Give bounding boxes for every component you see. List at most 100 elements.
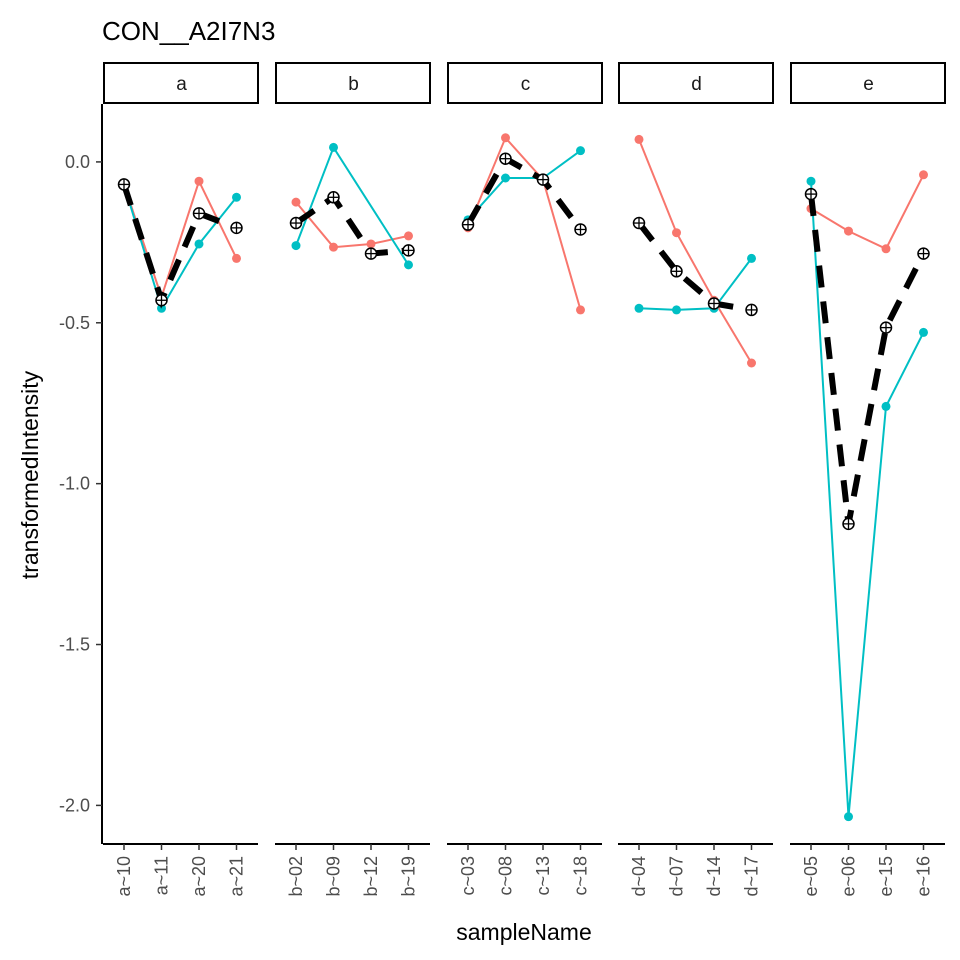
series-line-teal: [638, 257, 753, 311]
x-tick-label: a~20: [189, 856, 209, 897]
x-tick-label: e~06: [839, 856, 859, 897]
y-tick-label: -1.0: [59, 474, 90, 494]
chart-title: CON__A2I7N3: [102, 16, 275, 46]
summary-point: [707, 297, 721, 310]
y-tick-label: -0.5: [59, 313, 90, 333]
data-point-red: [844, 226, 853, 236]
data-point-red: [672, 228, 681, 238]
summary-point: [499, 152, 512, 165]
data-point-teal: [634, 303, 644, 313]
x-tick-label: c~08: [496, 856, 516, 896]
x-tick-label: d~17: [742, 856, 762, 897]
series-line-red: [638, 139, 753, 364]
summary-point: [155, 294, 168, 307]
summary-point: [230, 221, 243, 235]
summary-point: [632, 216, 646, 230]
x-tick-label: a~21: [227, 856, 247, 897]
x-tick-label: e~05: [801, 856, 821, 897]
data-point-teal: [844, 812, 853, 822]
summary-point: [461, 218, 475, 231]
facet-strip: [790, 62, 946, 104]
series-line-teal: [295, 145, 410, 266]
series-line-red: [810, 174, 925, 251]
y-tick-label: -2.0: [59, 795, 90, 815]
x-tick-label: d~14: [704, 856, 724, 897]
data-point-red: [329, 242, 338, 252]
facet-strip-label: a: [176, 74, 187, 95]
x-tick-label: b~02: [286, 856, 306, 897]
summary-point: [670, 265, 683, 278]
facet-strip-label: c: [521, 74, 531, 95]
summary-point: [117, 178, 131, 191]
data-point-teal: [672, 305, 681, 315]
x-tick-label: e~16: [914, 856, 934, 897]
summary-point: [879, 321, 893, 334]
facet-strip-label: e: [863, 74, 874, 95]
series-line-teal: [123, 184, 238, 311]
series-line-red: [467, 135, 582, 311]
facet-panels: 0.0 -0.5 -1.0 -1.5 -2.0 a a~10 a~11 a~20 a~21 b b~0…: [59, 62, 946, 897]
x-tick-label: e~15: [876, 856, 896, 897]
y-tick-label: -1.5: [59, 635, 90, 655]
summary-point: [289, 216, 303, 230]
summary-point: [536, 173, 550, 186]
x-tick-label: d~07: [667, 856, 687, 897]
data-point-teal: [881, 401, 891, 411]
data-point-red: [194, 176, 204, 186]
x-tick-label: a~10: [114, 856, 134, 897]
data-point-teal: [919, 327, 928, 337]
x-tick-label: b~19: [399, 856, 419, 897]
summary-point: [745, 303, 758, 317]
facet-strip: [618, 62, 774, 104]
series-line-red: [295, 201, 409, 249]
summary-line: [465, 154, 583, 232]
data-point-red: [919, 170, 928, 180]
facet-panel-e: e e~05 e~06 e~15 e~16: [790, 62, 946, 897]
data-point-teal: [576, 146, 585, 156]
data-point-red: [404, 231, 413, 241]
summary-point: [192, 207, 206, 220]
data-point-red: [232, 253, 241, 263]
facet-strip-label: b: [348, 74, 359, 95]
x-tick-label: c~13: [533, 856, 553, 896]
facet-strip-label: d: [691, 74, 702, 95]
facet-strip: [275, 62, 431, 104]
summary-point: [804, 187, 818, 201]
x-tick-label: c~03: [458, 856, 478, 896]
y-tick-label: 0.0: [65, 152, 90, 172]
facet-panel-d: d d~04 d~07 d~14 d~17: [618, 62, 774, 897]
data-point-teal: [329, 142, 338, 152]
facet-panel-a: a a~10 a~11 a~20 a~21: [103, 62, 259, 897]
data-point-teal: [501, 173, 510, 183]
summary-point: [402, 244, 415, 257]
x-tick-label: b~12: [361, 856, 381, 897]
summary-point: [327, 191, 340, 204]
x-tick-label: d~04: [629, 856, 649, 897]
summary-line: [808, 193, 927, 525]
data-point-red: [747, 358, 756, 368]
summary-point: [364, 247, 378, 260]
data-point-teal: [291, 241, 301, 251]
data-point-red: [366, 239, 376, 249]
data-point-teal: [747, 253, 756, 263]
data-point-red: [291, 197, 301, 207]
summary-point: [842, 517, 855, 531]
x-tick-label: a~11: [152, 856, 172, 895]
x-tick-label: c~18: [571, 856, 591, 896]
x-axis-title: sampleName: [456, 919, 592, 945]
facet-strip: [447, 62, 603, 104]
facet-strip: [103, 62, 259, 104]
series-line-teal: [467, 149, 582, 221]
data-point-teal: [404, 260, 413, 270]
data-point-red: [634, 134, 644, 144]
x-tick-label: b~09: [324, 856, 344, 897]
data-point-red: [501, 133, 510, 143]
data-point-red: [881, 244, 891, 254]
data-point-teal: [806, 176, 816, 186]
data-point-teal: [194, 239, 204, 249]
data-point-teal: [232, 192, 241, 202]
facet-panel-b: b b~02 b~09 b~12 b~19: [275, 62, 431, 897]
summary-line: [636, 221, 753, 313]
series-line-teal: [810, 181, 925, 817]
